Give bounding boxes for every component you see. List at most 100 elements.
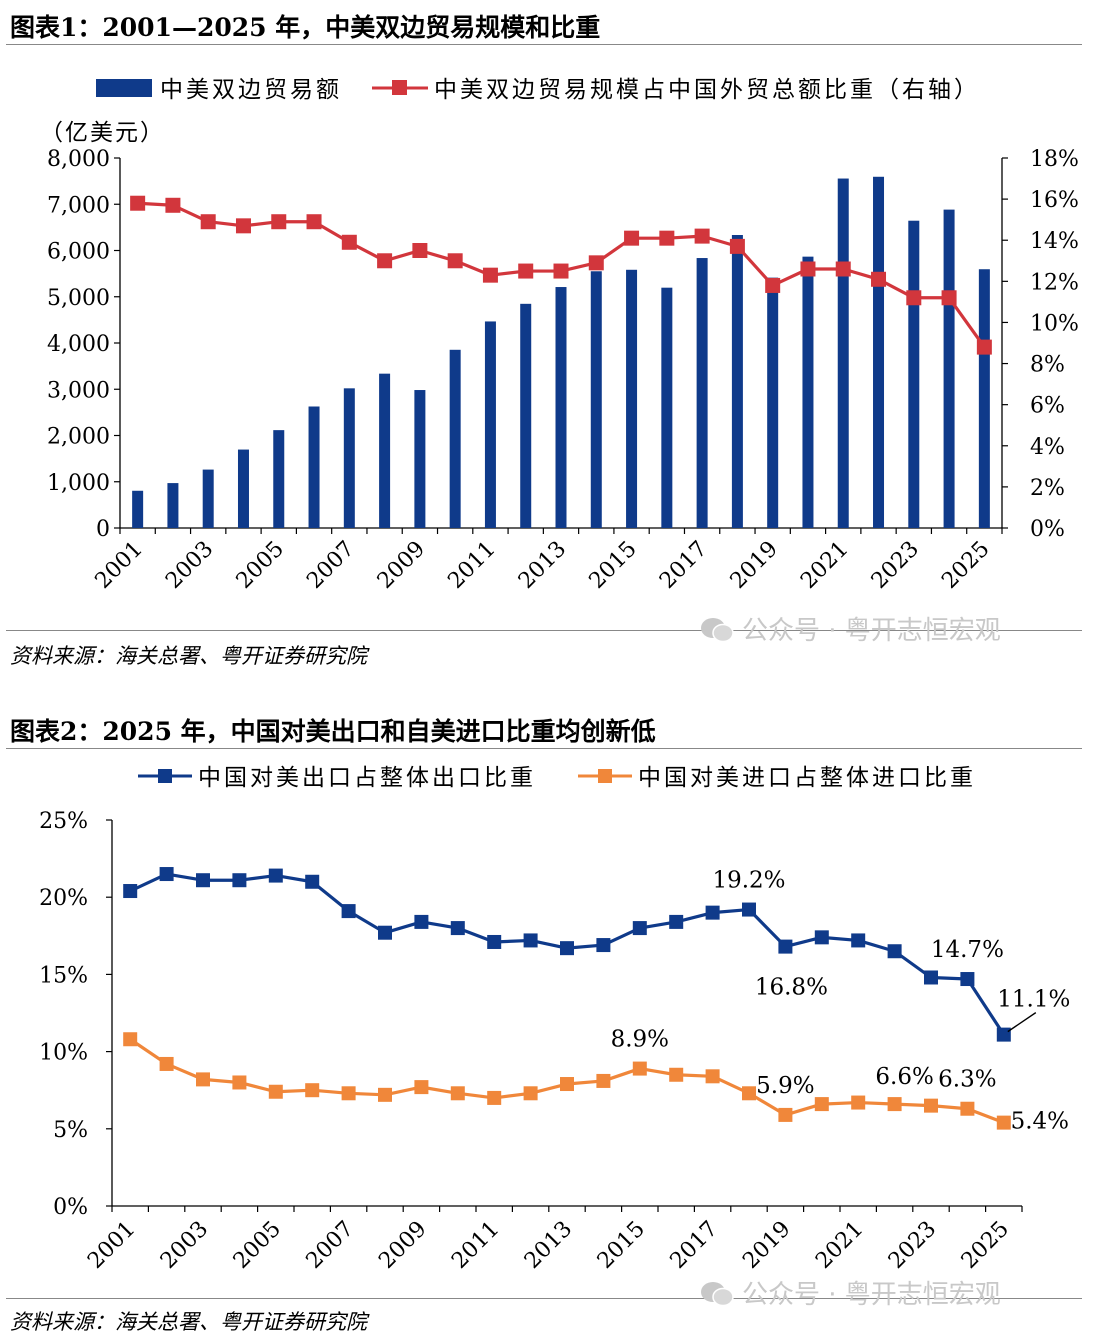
point-share-of-trade (835, 261, 851, 277)
y-tick-label-left: 8,000 (47, 147, 110, 172)
point-share-of-trade (518, 263, 534, 279)
point-share-of-trade (235, 218, 251, 234)
point-share-of-trade (482, 267, 498, 283)
legend-bar-label: 中美双边贸易额 (160, 77, 342, 103)
y-tick-label-left: 4,000 (47, 332, 110, 357)
x-tick-label: 2005 (229, 1217, 286, 1274)
point-import-share (523, 1086, 538, 1101)
point-export-share (268, 868, 283, 883)
wechat-icon (701, 618, 734, 643)
point-import-share (305, 1083, 320, 1098)
point-import-share (123, 1032, 138, 1047)
point-export-share (669, 914, 684, 929)
wechat-icon (701, 1282, 734, 1307)
bar-trade-volume (449, 349, 461, 528)
data-label: 16.8% (755, 975, 828, 1001)
point-share-of-trade (800, 261, 816, 277)
point-import-share (487, 1090, 502, 1105)
bar-trade-volume (873, 176, 885, 528)
figure2-watermark-text: 公众号 · 粤开志恒宏观 (742, 1280, 1001, 1310)
point-share-of-trade (412, 243, 428, 258)
figure1-watermark: 公众号 · 粤开志恒宏观 (700, 610, 1001, 647)
bar-trade-volume (802, 256, 814, 528)
figure2-watermark: 公众号 · 粤开志恒宏观 (700, 1274, 1001, 1311)
bar-trade-volume (978, 269, 990, 528)
point-share-of-trade (377, 253, 393, 269)
point-import-share (814, 1097, 829, 1112)
legend-import-marker (598, 769, 612, 783)
point-import-share (669, 1067, 684, 1082)
legend-line-label: 中美双边贸易规模占中国外贸总额比重（右轴） (434, 77, 980, 103)
x-tick-label: 2025 (957, 1217, 1014, 1274)
y-tick-label: 10% (39, 1041, 88, 1066)
point-share-of-trade (200, 214, 216, 230)
x-tick-label: 2019 (738, 1217, 795, 1274)
y-tick-label: 0% (53, 1195, 88, 1220)
bar-trade-volume (237, 449, 249, 528)
legend-line-marker (392, 80, 407, 95)
y-tick-label-left: 5,000 (47, 286, 110, 311)
point-share-of-trade (130, 195, 146, 211)
x-tick-label: 2007 (302, 1217, 359, 1274)
point-share-of-trade (165, 197, 181, 213)
x-tick-label: 2003 (156, 1217, 213, 1274)
point-export-share (341, 904, 356, 919)
bar-trade-volume (343, 388, 355, 528)
point-export-share (305, 874, 320, 889)
x-tick-label: 2011 (447, 1217, 504, 1274)
bar-trade-volume (908, 220, 920, 528)
legend-export-label: 中国对美出口占整体出口比重 (198, 765, 536, 791)
x-tick-label: 2009 (374, 1217, 431, 1274)
point-share-of-trade (871, 271, 887, 287)
bar-trade-volume (414, 390, 426, 528)
data-label: 8.9% (611, 1027, 669, 1053)
data-label: 6.6% (875, 1064, 933, 1090)
bar-trade-volume (590, 271, 602, 528)
data-label: 5.9% (756, 1073, 814, 1099)
point-import-share (742, 1086, 756, 1101)
figure1-bottom-rule (6, 630, 1082, 631)
x-tick-label: 2023 (884, 1217, 941, 1274)
y-tick-label-left: 3,000 (47, 378, 110, 403)
point-import-share (996, 1115, 1011, 1130)
point-export-share (450, 921, 465, 936)
point-export-share (414, 914, 429, 929)
point-share-of-trade (271, 214, 287, 230)
x-tick-label: 2015 (593, 1217, 650, 1274)
point-share-of-trade (624, 230, 640, 246)
point-export-share (705, 905, 720, 920)
point-export-share (742, 902, 756, 917)
bar-trade-volume (132, 490, 144, 528)
point-export-share (487, 934, 502, 949)
y-tick-label-left: 1,000 (47, 471, 110, 496)
y-tick-label-right: 4% (1030, 435, 1065, 460)
point-share-of-trade (906, 290, 922, 306)
point-import-share (778, 1107, 793, 1122)
x-tick-label: 2001 (83, 1217, 140, 1274)
point-export-share (887, 944, 902, 959)
point-import-share (159, 1056, 174, 1071)
bar-trade-volume (379, 373, 391, 528)
point-export-share (560, 941, 574, 956)
data-label: 11.1% (997, 987, 1070, 1013)
point-export-share (924, 970, 938, 985)
point-share-of-trade (588, 255, 604, 271)
y-tick-label: 20% (39, 886, 88, 911)
y-tick-label-right: 14% (1030, 229, 1079, 254)
x-tick-label: 2013 (520, 1217, 577, 1274)
point-share-of-trade (729, 238, 745, 254)
point-import-share (560, 1077, 574, 1092)
point-share-of-trade (941, 290, 957, 306)
point-import-share (924, 1098, 938, 1113)
y-tick-label: 25% (39, 809, 88, 834)
point-import-share (596, 1073, 611, 1088)
y-tick-label-left: 0 (96, 517, 110, 542)
bar-trade-volume (484, 321, 496, 528)
point-export-share (123, 884, 138, 899)
figure1-title: 图表1：2001—2025 年，中美双边贸易规模和比重 (10, 13, 601, 42)
x-tick-label: 2021 (811, 1217, 868, 1274)
bar-trade-volume (273, 430, 285, 528)
point-import-share (232, 1075, 247, 1090)
point-export-share (851, 933, 866, 948)
